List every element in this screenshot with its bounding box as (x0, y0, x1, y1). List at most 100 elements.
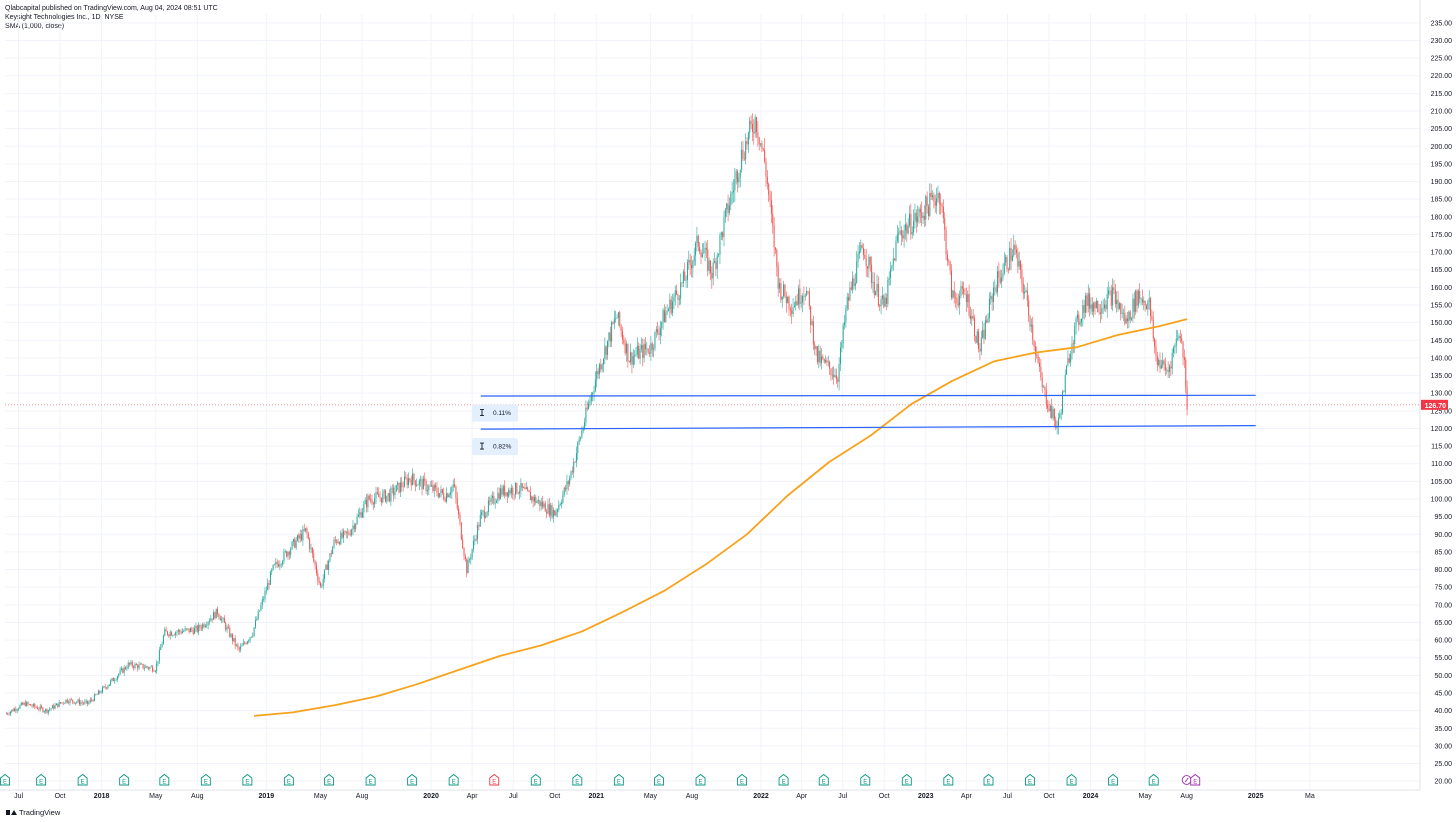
y-tick-label: 65.00 (1434, 620, 1452, 627)
candle-body (658, 332, 660, 336)
candle-body (709, 260, 711, 274)
candle-body (97, 690, 99, 695)
candle-body (271, 569, 273, 572)
candle-body (1170, 366, 1172, 369)
candle-body (594, 379, 596, 391)
candle-body (76, 702, 78, 703)
candle-body (957, 303, 959, 306)
candle-body (1181, 338, 1183, 342)
candle-body (1155, 346, 1157, 356)
candle-body (749, 120, 751, 133)
candle-body (1162, 360, 1164, 366)
x-tick-label: 2022 (753, 793, 769, 800)
candle-body (55, 703, 57, 706)
candle-body (768, 183, 770, 195)
symbol-line[interactable]: Keysight Technologies Inc., 1D, NYSE (5, 14, 124, 21)
candle-body (734, 178, 736, 191)
time-axis[interactable]: Jul Oct 2018 May Aug 2019 May Aug 2020 Apr Jul Oct 2… (0, 789, 1420, 800)
candle-body (445, 493, 447, 502)
candle-body (858, 251, 860, 254)
candle-body (259, 610, 261, 612)
candle-body (83, 702, 85, 704)
earnings-marker: E (77, 773, 88, 786)
candle-body (919, 208, 921, 213)
candle-body (179, 630, 181, 632)
candle-body (746, 141, 748, 145)
candle-body (681, 282, 683, 283)
candle-body (80, 702, 82, 705)
candle-body (31, 705, 33, 707)
candle-body (116, 676, 118, 680)
candle-body (688, 260, 690, 263)
publish-line: Qlabcapital published on TradingView.com… (5, 5, 218, 12)
candle-body (20, 702, 22, 706)
candle-body (743, 158, 745, 160)
candle-body (405, 476, 407, 479)
candle-body (122, 668, 124, 673)
last-price: 126.70 (1421, 399, 1448, 410)
candle-body (708, 260, 710, 271)
candle-body (972, 316, 974, 319)
tradingview-logo[interactable]: TradingView (6, 808, 60, 817)
indicator-line[interactable]: SMA (1,000, close) (5, 23, 65, 30)
candle-body (34, 703, 36, 707)
candle-body (188, 628, 190, 633)
lower-support-trendline (480, 425, 1256, 430)
candle-body (907, 225, 909, 234)
candle-body (46, 709, 48, 713)
candle-body (983, 329, 985, 340)
candle-body (120, 668, 122, 671)
candle-body (812, 321, 814, 345)
candle-body (221, 618, 223, 621)
candle-body (632, 356, 634, 365)
candle-body (934, 201, 936, 206)
candle-body (99, 690, 101, 693)
candle-body (856, 261, 858, 284)
candle-body (789, 308, 791, 311)
candle-body (945, 229, 947, 255)
candle-body (527, 487, 529, 491)
candle-body (900, 230, 902, 236)
candle-body (62, 702, 64, 704)
candle-body (519, 491, 521, 494)
candle-body (447, 493, 449, 498)
candle-body (1128, 311, 1130, 322)
y-tick-label: 220.00 (1431, 73, 1453, 80)
candle-body (261, 599, 263, 606)
measure-label: 0.11% (472, 404, 519, 422)
candle-body (345, 531, 347, 534)
measure-icon (480, 442, 485, 450)
candle-body (246, 641, 248, 644)
earnings-marker: E (778, 773, 789, 786)
candle-body (1076, 314, 1078, 319)
measure-labels[interactable]: 0.11% 0.82% (472, 404, 519, 456)
candle-body (273, 564, 275, 565)
candle-body (642, 345, 644, 358)
earnings-marker-letter: E (492, 780, 496, 786)
candle-body (979, 349, 981, 352)
candle-body (387, 493, 389, 496)
price-axis[interactable]: 20.00 25.00 30.00 35.00 40.00 45.00 50.00 55.00… (1419, 0, 1453, 790)
candle-body (548, 504, 550, 516)
candle-body (306, 528, 308, 534)
x-tick-label: Apr (467, 793, 479, 800)
candle-body (368, 495, 370, 500)
earnings-marker-icon (77, 773, 88, 786)
candle-body (426, 489, 428, 491)
y-tick-label: 140.00 (1431, 355, 1453, 362)
candle-body (982, 329, 984, 338)
candle-body (853, 278, 855, 286)
candle-body (784, 284, 786, 297)
earnings-marker-icon (943, 773, 954, 786)
candle-body (663, 310, 665, 323)
candle-body (333, 539, 335, 548)
candle-body (315, 565, 317, 574)
trendlines[interactable] (5, 394, 1420, 430)
candle-body (452, 484, 454, 487)
candle-body (722, 232, 724, 238)
candle-body (787, 296, 789, 304)
candle-body (791, 310, 793, 315)
candle-body (435, 484, 437, 488)
